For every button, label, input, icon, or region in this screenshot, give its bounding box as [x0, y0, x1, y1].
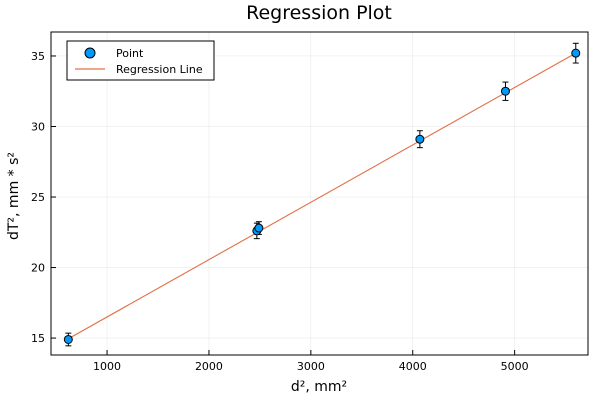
y-tick-label: 30: [31, 121, 45, 134]
chart-title: Regression Plot: [246, 2, 392, 24]
y-tick-label: 20: [31, 262, 45, 275]
y-axis-title: dT², mm * s²: [6, 152, 22, 240]
x-axis-title: d², mm²: [291, 379, 347, 395]
regression-line: [68, 52, 577, 340]
grid-layer: [51, 32, 588, 355]
y-tick-label: 35: [31, 50, 45, 63]
tick-layer: 1000 2000 3000 4000 5000 15 20 25 30 35: [31, 50, 529, 373]
x-tick-label: 1000: [93, 360, 121, 373]
x-tick-label: 3000: [297, 360, 325, 373]
data-point: [415, 134, 425, 144]
data-point: [63, 334, 73, 344]
plot-frame: [50, 31, 589, 356]
legend: Point Regression Line: [66, 40, 215, 81]
x-tick-label: 2000: [195, 360, 223, 373]
y-tick-label: 15: [31, 332, 45, 345]
legend-label-regression-line: Regression Line: [116, 63, 203, 76]
legend-label-point: Point: [116, 47, 144, 60]
data-point: [571, 48, 581, 58]
x-tick-label: 5000: [501, 360, 529, 373]
legend-box: [66, 40, 215, 81]
x-tick-label: 4000: [399, 360, 427, 373]
data-layer: [63, 42, 581, 347]
y-tick-label: 25: [31, 191, 45, 204]
legend-point-marker-icon: [84, 47, 96, 59]
data-point: [500, 86, 510, 96]
data-point: [254, 223, 264, 233]
